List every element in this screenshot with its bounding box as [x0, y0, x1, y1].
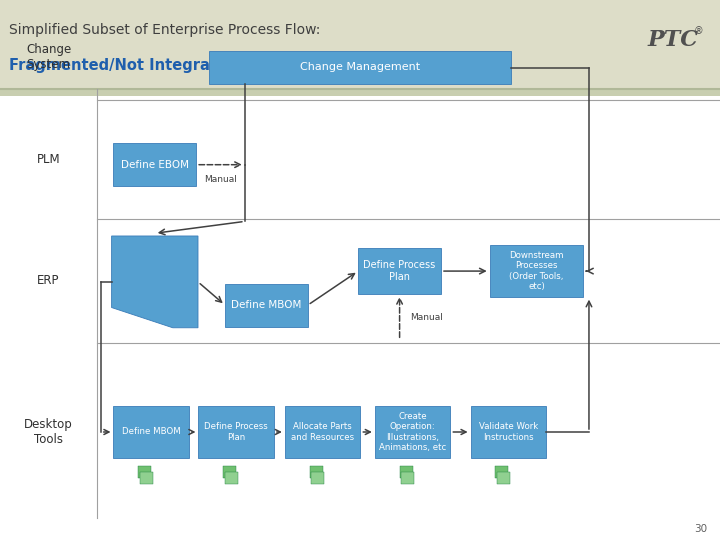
Text: ®: ® — [693, 26, 703, 36]
Bar — [401, 472, 414, 484]
Bar — [225, 472, 238, 484]
Text: 30: 30 — [694, 523, 707, 534]
Text: Manual: Manual — [204, 176, 237, 184]
Bar — [140, 472, 153, 484]
Text: Allocate Parts
and Resources: Allocate Parts and Resources — [291, 422, 354, 442]
Bar — [0, 0, 720, 89]
Text: Desktop
Tools: Desktop Tools — [24, 418, 73, 446]
Text: Validate Work
Instructions: Validate Work Instructions — [479, 422, 538, 442]
FancyBboxPatch shape — [199, 406, 274, 457]
Text: Simplified Subset of Enterprise Process Flow:: Simplified Subset of Enterprise Process … — [9, 23, 320, 37]
Text: Create
Operation:
Illustrations,
Animations, etc: Create Operation: Illustrations, Animati… — [379, 412, 446, 452]
FancyBboxPatch shape — [471, 406, 546, 457]
Bar — [0, 89, 720, 540]
FancyBboxPatch shape — [359, 248, 441, 294]
Text: Change
System: Change System — [26, 43, 71, 71]
FancyBboxPatch shape — [114, 406, 189, 457]
Text: Define Process
Plan: Define Process Plan — [204, 422, 268, 442]
Bar — [0, 89, 720, 96]
Bar — [400, 466, 413, 478]
Bar — [310, 466, 323, 478]
FancyBboxPatch shape — [490, 245, 583, 297]
FancyBboxPatch shape — [114, 143, 196, 186]
Text: Manual: Manual — [410, 313, 444, 322]
Bar — [223, 466, 236, 478]
FancyBboxPatch shape — [209, 51, 511, 84]
Text: PTC: PTC — [648, 30, 698, 51]
Bar — [138, 466, 151, 478]
Text: PLM: PLM — [37, 153, 60, 166]
Text: Define Process
Plan: Define Process Plan — [364, 260, 436, 282]
Bar — [497, 472, 510, 484]
Text: Define MBOM: Define MBOM — [122, 428, 181, 436]
Text: Change Management: Change Management — [300, 63, 420, 72]
FancyBboxPatch shape — [285, 406, 361, 457]
Bar — [495, 466, 508, 478]
FancyBboxPatch shape — [374, 406, 451, 457]
Text: Fragmented/Not Integrated: Fragmented/Not Integrated — [9, 58, 238, 73]
Bar — [311, 472, 324, 484]
Text: Downstream
Processes
(Order Tools,
etc): Downstream Processes (Order Tools, etc) — [509, 251, 564, 291]
FancyBboxPatch shape — [225, 284, 308, 327]
Text: ERP: ERP — [37, 274, 60, 287]
Text: Define MBOM: Define MBOM — [231, 300, 302, 310]
Text: Define EBOM: Define EBOM — [121, 160, 189, 170]
Polygon shape — [112, 236, 198, 328]
